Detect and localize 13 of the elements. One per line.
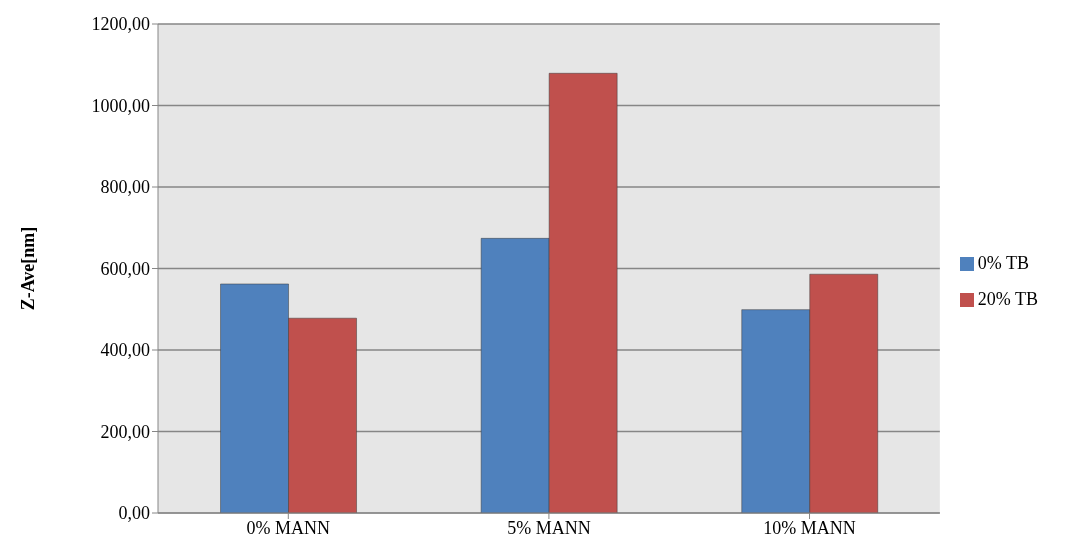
- y-tick-label: 0,00: [118, 503, 150, 524]
- legend-label: 0% TB: [977, 252, 1029, 273]
- y-tick-label: 800,00: [100, 177, 150, 198]
- x-tick-label: 10% MANN: [763, 517, 856, 538]
- y-tick-label: 200,00: [100, 421, 150, 442]
- y-axis-title: Z-Ave[nm]: [18, 226, 39, 311]
- y-tick-label: 400,00: [100, 340, 150, 361]
- y-tick-label: 600,00: [100, 258, 150, 279]
- legend-label: 20% TB: [977, 288, 1038, 309]
- y-tick-label: 1200,00: [91, 14, 150, 35]
- x-tick-label: 0% MANN: [246, 517, 331, 538]
- y-tick-label: 1000,00: [91, 95, 150, 116]
- x-tick-label: 5% MANN: [507, 517, 591, 538]
